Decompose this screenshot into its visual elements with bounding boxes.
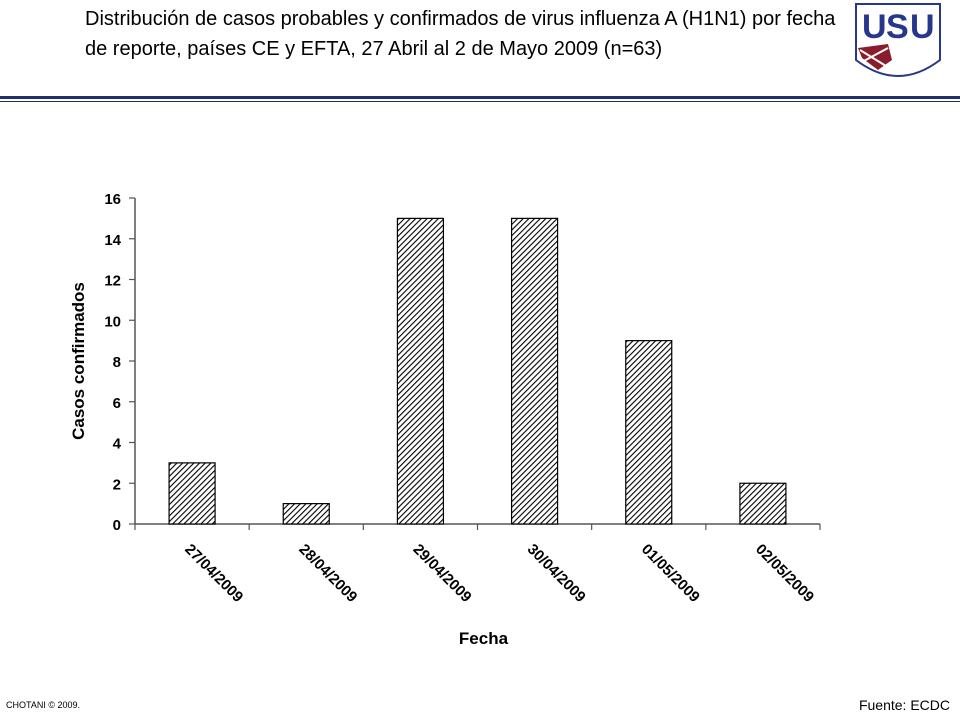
- x-axis-title: Fecha: [459, 629, 509, 648]
- svg-text:U: U: [910, 8, 935, 46]
- svg-text:S: S: [886, 8, 909, 46]
- bar: [396, 217, 445, 525]
- x-tick-label: 30/04/2009: [524, 541, 589, 606]
- slide-title: Distribución de casos probables y confir…: [85, 8, 836, 60]
- copyright-footer: CHOTANI © 2009.: [6, 700, 80, 710]
- y-axis-title: Casos confirmados: [69, 282, 88, 440]
- y-tick-label: 6: [113, 395, 121, 412]
- svg-text:U: U: [862, 8, 887, 46]
- bar: [282, 503, 330, 525]
- header-rule: [0, 96, 960, 99]
- y-tick-label: 2: [113, 476, 121, 493]
- x-tick-label: 27/04/2009: [181, 541, 246, 606]
- y-tick-label: 8: [113, 354, 121, 371]
- x-tick-label: 28/04/2009: [295, 541, 360, 606]
- x-tick-label: 29/04/2009: [410, 541, 475, 606]
- bar: [625, 340, 673, 525]
- x-tick-label: 02/05/2009: [752, 541, 817, 606]
- y-tick-label: 16: [104, 191, 121, 208]
- y-tick-label: 14: [104, 232, 121, 249]
- y-tick-label: 12: [104, 273, 121, 290]
- bar: [739, 482, 787, 525]
- bar: [510, 217, 559, 525]
- header-rule-thin: [0, 101, 960, 102]
- y-tick-label: 4: [113, 436, 122, 453]
- source-footer: Fuente: ECDC: [858, 697, 950, 713]
- usu-logo: U S U: [848, 0, 948, 88]
- y-tick-label: 0: [113, 517, 121, 534]
- bar: [168, 462, 216, 525]
- x-tick-label: 01/05/2009: [638, 541, 703, 606]
- y-tick-label: 10: [104, 313, 121, 330]
